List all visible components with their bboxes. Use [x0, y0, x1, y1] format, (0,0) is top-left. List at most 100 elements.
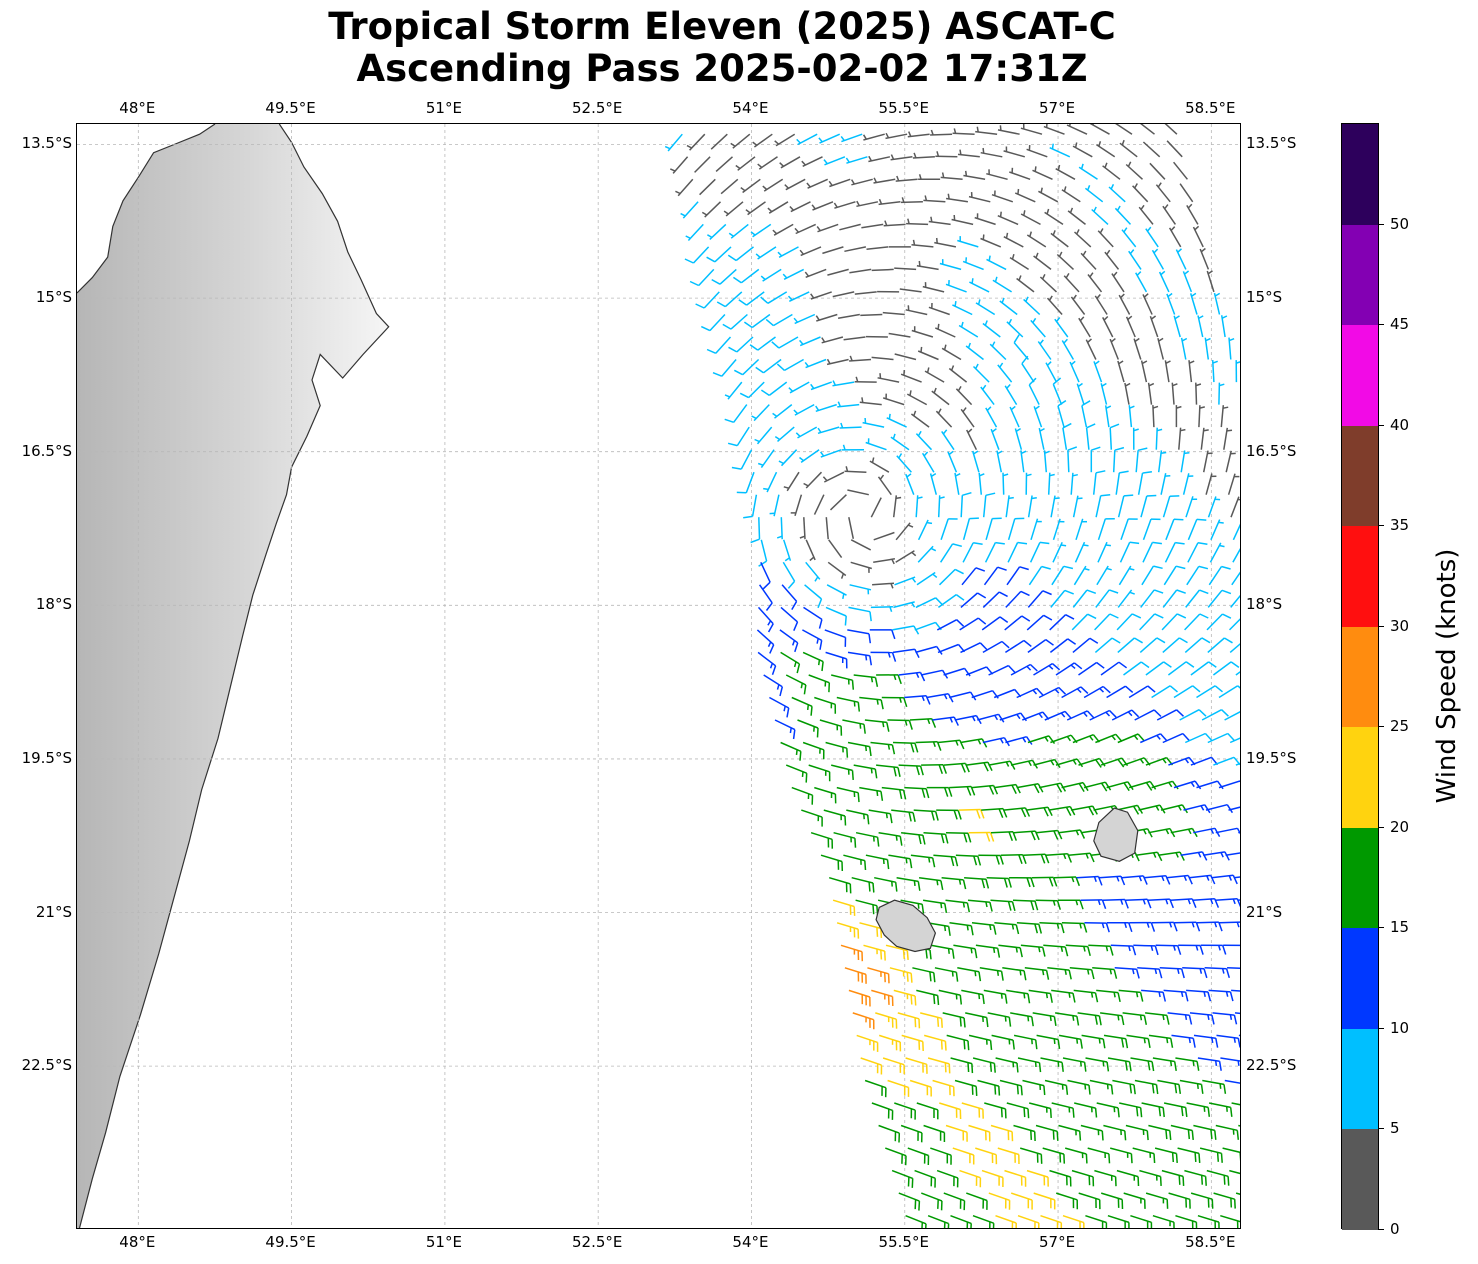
- wind-barb: [771, 336, 799, 349]
- wind-barb: [1016, 687, 1044, 699]
- wind-barb: [915, 430, 933, 451]
- wind-barb: [1185, 496, 1198, 518]
- wind-barb: [1163, 989, 1189, 1002]
- wind-barb: [1087, 272, 1103, 293]
- wind-barb: [1137, 470, 1153, 495]
- wind-barb: [845, 156, 868, 164]
- wind-barb: [994, 783, 1021, 795]
- wind-barb: [1227, 967, 1240, 970]
- wind-barb: [1222, 1147, 1240, 1162]
- lon-tick-label-bottom: 58.5°E: [1185, 1233, 1236, 1251]
- wind-barb: [871, 989, 894, 1007]
- wind-barb: [803, 606, 823, 629]
- wind-barb: [1025, 472, 1032, 495]
- wind-barb: [1007, 517, 1025, 541]
- wind-barb: [1032, 1012, 1057, 1027]
- wind-barb: [853, 674, 879, 687]
- wind-barb: [938, 568, 964, 586]
- wind-barb: [854, 291, 877, 295]
- wind-barb: [1038, 782, 1067, 793]
- wind-barb: [975, 299, 996, 316]
- wind-barb: [1182, 270, 1193, 293]
- wind-barb: [1103, 1034, 1129, 1049]
- wind-barb: [1141, 989, 1167, 1002]
- wind-barb: [685, 223, 704, 242]
- wind-barb: [911, 239, 934, 248]
- wind-barb: [1128, 405, 1135, 428]
- wind-barb: [844, 967, 867, 984]
- wind-barb: [727, 246, 754, 262]
- wind-barb: [1139, 613, 1164, 631]
- wind-barb: [1117, 360, 1125, 383]
- wind-barb: [1031, 876, 1058, 887]
- wind-barb: [989, 341, 1007, 361]
- wind-barb: [862, 133, 885, 141]
- wind-barb: [1200, 427, 1209, 450]
- wind-barb: [1156, 709, 1185, 721]
- wind-barb: [1220, 315, 1228, 338]
- wind-barb: [1168, 1192, 1191, 1209]
- wind-barb: [776, 517, 783, 540]
- wind-barb: [932, 716, 959, 726]
- wind-barb: [914, 1169, 936, 1188]
- wind-barb: [1110, 944, 1137, 956]
- wind-barb: [816, 223, 839, 233]
- wind-barb: [793, 403, 815, 416]
- wind-barb: [1049, 614, 1075, 631]
- wind-barb: [740, 178, 761, 194]
- wind-barb: [1010, 1192, 1033, 1210]
- wind-barb: [1152, 1214, 1175, 1228]
- wind-barb: [840, 133, 863, 143]
- wind-barb: [1044, 208, 1064, 226]
- wind-barb: [1052, 541, 1067, 563]
- wind-barb: [1010, 1012, 1034, 1027]
- lat-tick-label-left: 15°S: [35, 288, 72, 307]
- wind-barb: [1003, 146, 1026, 158]
- wind-barb: [846, 809, 870, 825]
- wind-barb: [735, 156, 756, 171]
- wind-barb: [1162, 495, 1180, 518]
- wind-barb: [1023, 853, 1050, 864]
- wind-barb: [968, 1124, 991, 1142]
- wind-barb: [727, 426, 750, 447]
- wind-barb: [1114, 967, 1140, 979]
- wind-barb: [921, 451, 935, 473]
- wind-barb: [1140, 360, 1148, 383]
- wind-barb: [1000, 854, 1027, 865]
- wind-barb: [1035, 1124, 1059, 1141]
- wind-barb: [959, 617, 987, 631]
- wind-barb: [1056, 251, 1075, 270]
- wind-barb: [914, 621, 942, 631]
- wind-barb: [1117, 733, 1145, 744]
- wind-barb: [1161, 613, 1187, 631]
- wind-barb: [774, 133, 796, 147]
- wind-barb: [833, 831, 857, 848]
- wind-barb: [866, 246, 889, 250]
- wind-barb: [1167, 661, 1195, 676]
- wind-barb: [949, 785, 976, 796]
- wind-barb: [953, 944, 978, 959]
- wind-barb: [1002, 967, 1027, 981]
- wind-barb: [731, 449, 753, 470]
- wind-barb: [968, 192, 991, 203]
- wind-barb: [1061, 686, 1089, 699]
- wind-barb: [1132, 183, 1149, 203]
- wind-barb: [1066, 124, 1088, 135]
- wind-barb: [1200, 944, 1227, 955]
- wind-barb: [824, 629, 847, 647]
- wind-barb: [1175, 405, 1182, 428]
- wind-barb: [990, 1124, 1014, 1142]
- wind-barb: [965, 666, 994, 676]
- wind-barb: [1062, 1057, 1087, 1072]
- wind-barb: [881, 786, 907, 800]
- wind-barb: [1235, 671, 1240, 676]
- wind-barb: [799, 449, 820, 464]
- wind-barb: [1196, 780, 1224, 790]
- wind-barb: [814, 696, 837, 714]
- wind-barb: [1004, 615, 1031, 631]
- wind-barb: [948, 365, 968, 383]
- wind-barb: [1062, 1214, 1085, 1228]
- wind-barb: [1164, 360, 1171, 383]
- wind-barb: [1071, 1169, 1095, 1187]
- wind-barb: [961, 989, 985, 1005]
